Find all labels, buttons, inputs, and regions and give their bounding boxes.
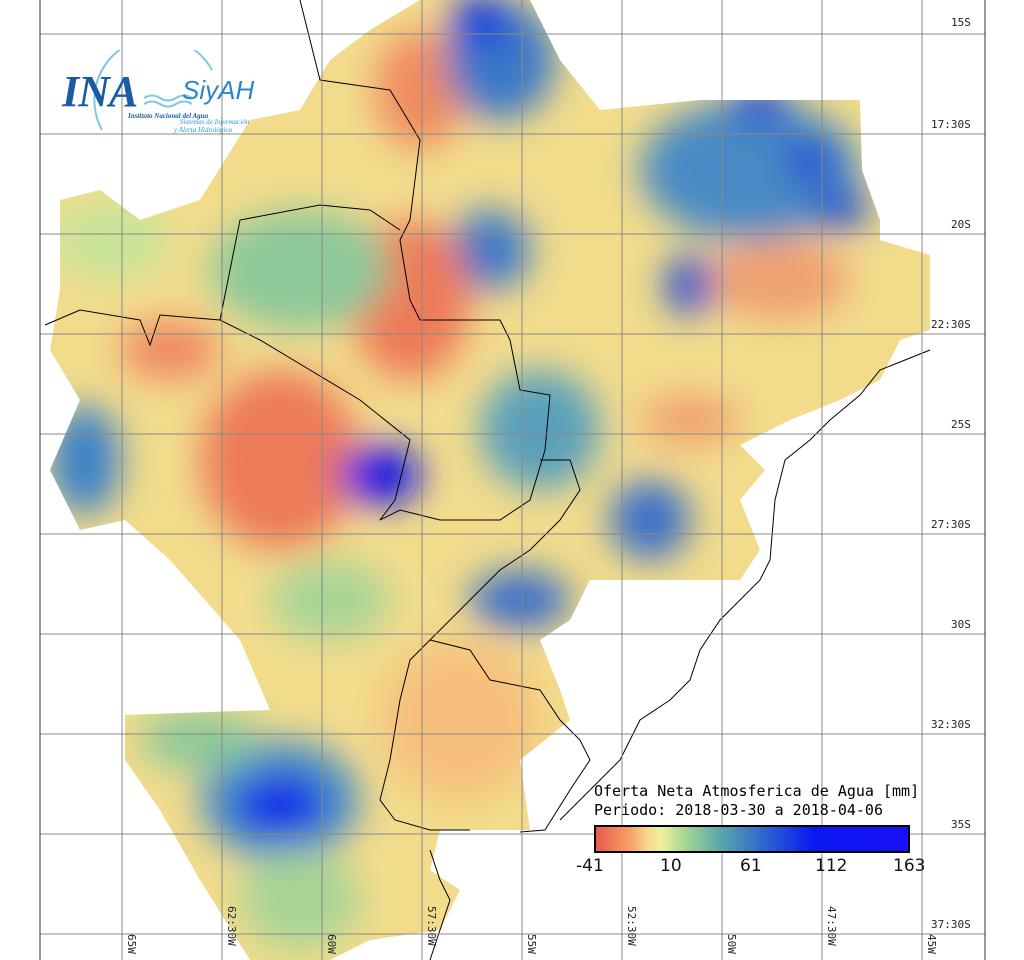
lat-label: 25S	[950, 418, 972, 431]
lon-label: 60W	[325, 934, 338, 954]
colorbar-tick: 61	[740, 856, 762, 876]
legend-title: Oferta Neta Atmosferica de Agua [mm] Per…	[594, 782, 919, 820]
lon-label: 47:30W	[825, 906, 838, 946]
lon-label: 65W	[125, 934, 138, 954]
lat-label: 15S	[950, 16, 972, 29]
lat-label: 27:30S	[930, 518, 972, 531]
colorbar	[594, 825, 910, 853]
logo-org: Instituto Nacional del Agua	[128, 112, 209, 120]
logo-tagline-1: Sistemas de Información	[180, 118, 250, 126]
lon-label: 52:30W	[625, 906, 638, 946]
logo-tagline-2: y Alerta Hidrológico	[174, 126, 232, 134]
lat-label: 30S	[950, 618, 972, 631]
lon-label: 45W	[925, 934, 938, 954]
lon-label: 62:30W	[225, 906, 238, 946]
lat-label: 17:30S	[930, 118, 972, 131]
colorbar-tick: -41	[576, 856, 604, 876]
colorbar-tick: 10	[660, 856, 682, 876]
logo-brand: INA	[62, 67, 138, 116]
political-borders	[44, 0, 931, 960]
ina-siyah-logo: INA SiyAH Instituto Nacional del Agua Si…	[62, 50, 272, 145]
lon-label: 50W	[725, 934, 738, 954]
logo-product: SiyAH	[182, 75, 255, 105]
lat-label: 20S	[950, 218, 972, 231]
lat-label: 22:30S	[930, 318, 972, 331]
graticule	[40, 0, 985, 960]
lon-label: 57:30W	[425, 906, 438, 946]
lat-label: 35S	[950, 818, 972, 831]
colorbar-tick: 112	[815, 856, 848, 876]
lat-label: 37:30S	[930, 918, 972, 931]
lon-label: 55W	[525, 934, 538, 954]
lat-label: 32:30S	[930, 718, 972, 731]
legend-variable: Oferta Neta Atmosferica de Agua [mm]	[594, 782, 920, 800]
legend-period: Periodo: 2018-03-30 a 2018-04-06	[594, 801, 883, 819]
logo-arc-icon	[93, 50, 213, 131]
frame	[39, 0, 986, 960]
colorbar-tick: 163	[893, 856, 926, 876]
